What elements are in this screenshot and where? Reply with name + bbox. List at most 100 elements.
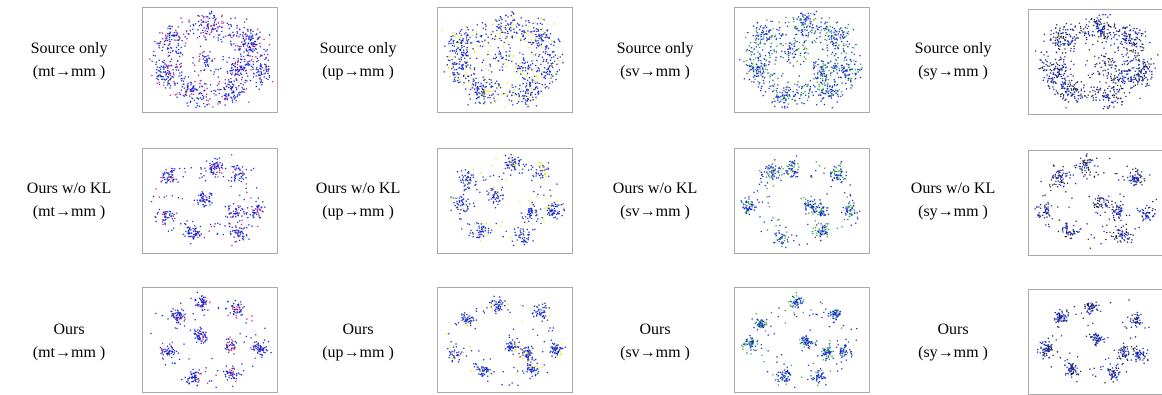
- target-point: [830, 88, 833, 91]
- source-point: [828, 17, 831, 19]
- target-point: [538, 53, 541, 56]
- target-point: [530, 51, 533, 54]
- target-point: [490, 187, 492, 190]
- source-point: [1095, 88, 1098, 91]
- target-point: [1116, 101, 1119, 104]
- target-point: [519, 84, 521, 86]
- target-point: [1068, 43, 1070, 46]
- target-point: [463, 45, 465, 48]
- source-point: [1067, 44, 1070, 47]
- target-point: [237, 58, 239, 60]
- target-point: [768, 195, 770, 198]
- target-point: [458, 197, 461, 199]
- target-point: [165, 38, 167, 40]
- target-point: [194, 23, 197, 25]
- source-point: [814, 220, 817, 222]
- target-point: [760, 171, 763, 174]
- source-point: [1114, 68, 1116, 70]
- target-point: [217, 27, 219, 29]
- target-point: [837, 47, 840, 49]
- target-point: [1090, 86, 1092, 88]
- source-point: [237, 71, 239, 73]
- target-point: [496, 29, 498, 32]
- target-point: [1109, 64, 1112, 66]
- target-point: [509, 174, 512, 177]
- source-point: [1138, 60, 1141, 62]
- target-point: [259, 209, 261, 211]
- source-point: [1133, 38, 1136, 41]
- target-point: [171, 171, 173, 173]
- target-point: [1123, 32, 1125, 34]
- target-point: [200, 167, 202, 169]
- target-point: [263, 48, 265, 51]
- target-point: [478, 101, 481, 104]
- source-point: [170, 167, 172, 170]
- source-point: [180, 17, 182, 19]
- target-point: [531, 91, 533, 94]
- source-point: [744, 204, 746, 206]
- source-point: [449, 75, 451, 77]
- target-point: [166, 65, 168, 68]
- target-point: [775, 177, 778, 179]
- target-point: [234, 70, 237, 72]
- target-point: [156, 42, 158, 45]
- target-point: [479, 92, 481, 95]
- source-point: [807, 25, 809, 27]
- source-point: [464, 73, 466, 76]
- target-point: [247, 75, 249, 78]
- source-point: [826, 21, 829, 24]
- target-point: [241, 87, 244, 89]
- source-point: [1088, 49, 1091, 51]
- source-point: [1059, 27, 1061, 29]
- source-point: [172, 68, 174, 71]
- target-point: [540, 90, 542, 93]
- target-point: [1099, 81, 1101, 83]
- target-point: [462, 198, 465, 200]
- target-point: [188, 233, 190, 235]
- source-point: [1125, 47, 1128, 50]
- source-point: [832, 35, 834, 37]
- target-point: [501, 57, 504, 60]
- target-point: [476, 93, 479, 96]
- target-point: [227, 205, 230, 208]
- target-point: [469, 98, 472, 100]
- source-point: [1060, 93, 1062, 96]
- source-point: [835, 22, 838, 24]
- target-point: [1059, 41, 1062, 44]
- target-point: [210, 166, 213, 169]
- target-point: [242, 31, 245, 34]
- target-point: [777, 84, 779, 86]
- target-point: [1079, 95, 1081, 97]
- target-point: [485, 33, 487, 36]
- target-point: [843, 44, 845, 47]
- source-point: [259, 55, 261, 58]
- source-point: [778, 21, 780, 23]
- target-point: [762, 38, 764, 40]
- source-point: [1112, 79, 1114, 81]
- target-point: [843, 66, 845, 68]
- target-point: [502, 198, 504, 200]
- target-point: [553, 207, 556, 210]
- target-point: [158, 44, 160, 47]
- target-point: [763, 64, 765, 67]
- target-point: [747, 31, 749, 34]
- target-point: [551, 51, 554, 53]
- target-point: [1125, 60, 1127, 63]
- target-point: [772, 79, 774, 82]
- source-point: [231, 36, 233, 39]
- target-point: [824, 64, 827, 66]
- target-point: [1135, 36, 1138, 39]
- source-point: [500, 24, 502, 26]
- target-point: [1062, 94, 1065, 96]
- target-point: [545, 45, 547, 48]
- target-point: [845, 214, 847, 216]
- target-point: [473, 205, 476, 208]
- target-point: [175, 69, 178, 71]
- target-point: [165, 182, 168, 184]
- target-point: [842, 71, 844, 74]
- target-point: [453, 80, 455, 83]
- target-point: [238, 84, 240, 87]
- source-point: [1132, 43, 1134, 45]
- target-point: [480, 36, 483, 38]
- source-point: [773, 83, 776, 85]
